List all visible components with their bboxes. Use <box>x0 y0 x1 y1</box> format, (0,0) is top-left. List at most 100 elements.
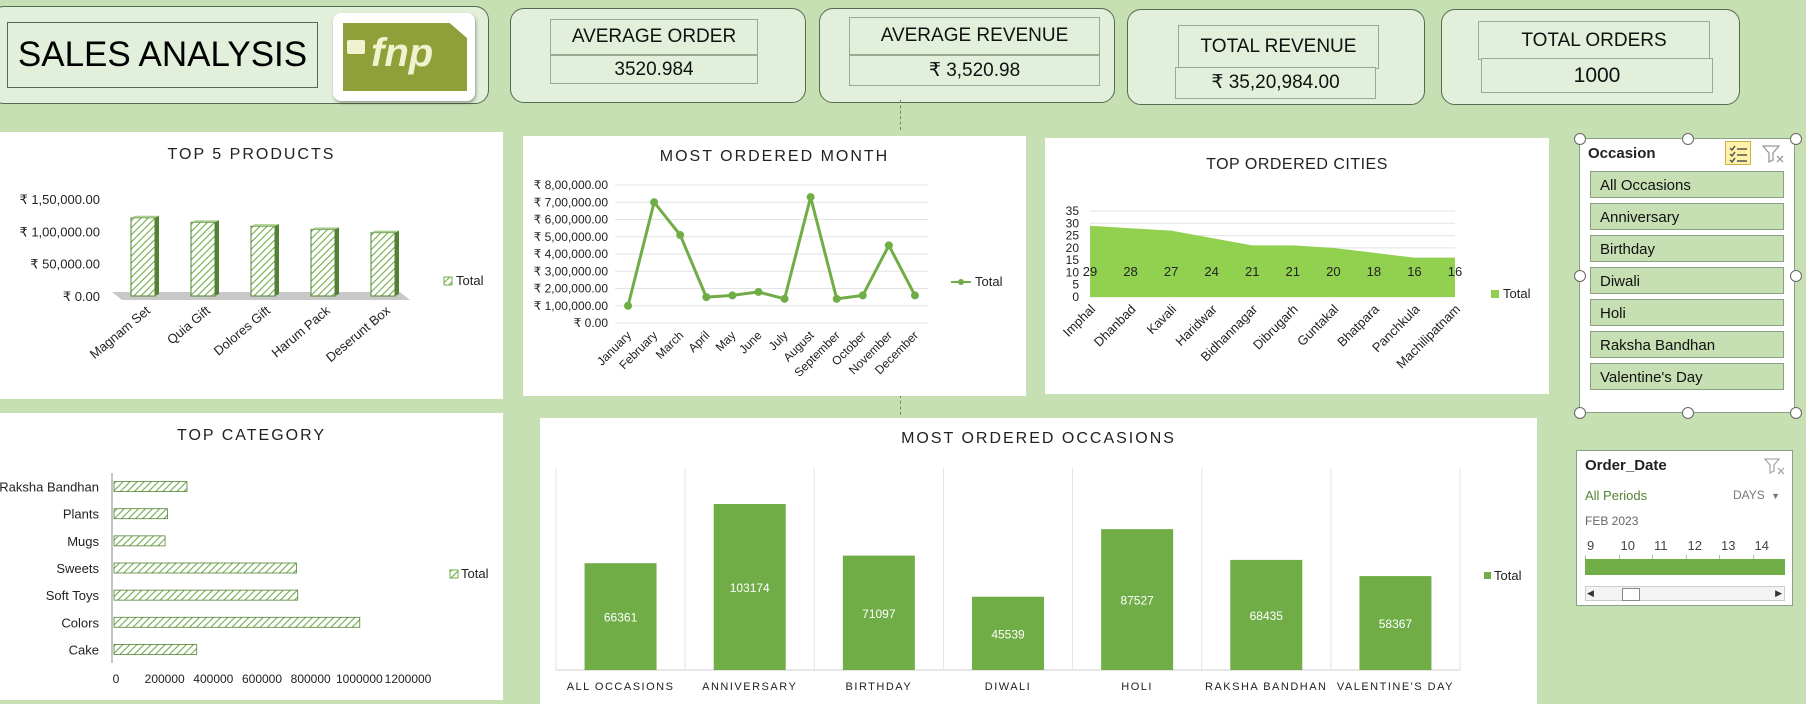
timeline-selection-bar[interactable] <box>1585 559 1785 575</box>
scroll-left-icon[interactable]: ◀ <box>1587 588 1594 598</box>
logo-text: fnp <box>371 31 434 75</box>
x-tick-label: May <box>713 328 739 354</box>
multi-select-icon[interactable] <box>1725 141 1751 165</box>
slicer-item[interactable]: Diwali <box>1590 267 1784 294</box>
month-chart: ₹ 8,00,000.00 ₹ 7,00,000.00 ₹ 6,00,000.00 ₹… <box>534 178 1003 380</box>
y-tick-label: ₹ 5,00,000.00 <box>534 230 609 244</box>
legend-swatch <box>1484 572 1491 579</box>
timeline-scrollbar[interactable]: ◀ ▶ <box>1585 586 1785 601</box>
x-tick-label: Dolores Gift <box>211 303 274 359</box>
clear-filter-icon[interactable] <box>1763 456 1787 478</box>
x-tick-label: April <box>686 328 713 355</box>
occasions-panel[interactable]: MOST ORDERED OCCASIONS 66361 ALL OCCASION… <box>540 418 1537 704</box>
slicer-item[interactable]: Anniversary <box>1590 203 1784 230</box>
category-panel[interactable]: TOP CATEGORY Raksha Bandhan Plants Mugs Swe… <box>0 413 503 700</box>
data-point <box>702 293 711 302</box>
clear-filter-icon[interactable] <box>1761 143 1785 165</box>
bar-side <box>275 224 279 296</box>
y-tick-label: ₹ 0.00 <box>574 316 609 330</box>
bar <box>842 555 915 670</box>
timeline-day[interactable]: 10 <box>1620 538 1635 553</box>
slicer-item[interactable]: Birthday <box>1590 235 1784 262</box>
kpi-value: ₹ 35,20,984.00 <box>1175 67 1376 99</box>
resize-handle[interactable] <box>1574 407 1586 419</box>
x-tick-label: RAKSHA BANDHAN <box>1205 681 1327 693</box>
slicer-item[interactable]: Raksha Bandhan <box>1590 331 1784 358</box>
bar <box>190 221 216 297</box>
fnp-logo: fnp <box>333 13 475 101</box>
data-label: 21 <box>1286 264 1300 279</box>
bar <box>113 535 166 547</box>
y-tick-label: Cake <box>69 642 99 657</box>
data-point <box>910 291 919 300</box>
kpi-label: TOTAL ORDERS <box>1478 21 1710 60</box>
occasion-slicer[interactable]: Occasion All Occasions Anniversary Birthda… <box>1574 133 1802 419</box>
x-tick-label: Magnam Set <box>87 303 153 362</box>
x-tick-label: Harum Pack <box>268 302 333 360</box>
y-tick-label: ₹ 2,00,000.00 <box>534 282 609 296</box>
timeline-day[interactable]: 12 <box>1687 538 1702 553</box>
kpi-average-order: AVERAGE ORDER 3520.984 <box>510 8 806 103</box>
bar <box>113 481 188 492</box>
y-tick-label: 30 <box>1066 216 1080 230</box>
legend-label: Total <box>1494 568 1522 583</box>
resize-handle[interactable] <box>1790 407 1802 419</box>
y-tick-label: ₹ 3,00,000.00 <box>534 264 609 278</box>
bar <box>370 232 396 297</box>
y-tick-label: ₹ 1,50,000.00 <box>19 192 100 207</box>
slicer-item[interactable]: All Occasions <box>1590 171 1784 198</box>
x-tick-label: Guntakal <box>1294 301 1341 348</box>
x-tick-label: 400000 <box>193 672 233 686</box>
resize-handle[interactable] <box>1574 270 1586 282</box>
slicer-item[interactable]: Holi <box>1590 299 1784 326</box>
x-tick-label: BIRTHDAY <box>846 681 913 693</box>
bar-top <box>191 220 219 223</box>
month-panel[interactable]: MOST ORDERED MONTH ₹ 8,00,000.00 ₹ 7,00,0… <box>523 136 1026 396</box>
y-tick-label: Raksha Bandhan <box>0 480 99 495</box>
timeline-day[interactable]: 14 <box>1754 538 1769 553</box>
bar <box>113 562 297 574</box>
y-tick-label: ₹ 4,00,000.00 <box>534 247 609 261</box>
timeline-month: FEB 2023 <box>1585 514 1639 528</box>
kpi-average-revenue: AVERAGE REVENUE ₹ 3,520.98 <box>819 8 1115 103</box>
scroll-right-icon[interactable]: ▶ <box>1775 588 1782 598</box>
bar <box>113 508 168 520</box>
slicer-item[interactable]: Valentine's Day <box>1590 363 1784 390</box>
kpi-value: ₹ 3,520.98 <box>849 55 1100 86</box>
y-tick-label: Colors <box>61 615 99 630</box>
bar-side <box>155 215 159 296</box>
y-tick-label: ₹ 1,00,000.00 <box>19 224 100 239</box>
scroll-thumb[interactable] <box>1622 588 1640 601</box>
resize-handle[interactable] <box>1790 270 1802 282</box>
order-date-timeline[interactable]: Order_Date All Periods DAYS ▼ FEB 2023 9… <box>1576 450 1793 606</box>
legend-swatch <box>1491 290 1499 298</box>
y-tick-label: Soft Toys <box>46 588 100 603</box>
timeline-day[interactable]: 13 <box>1721 538 1736 553</box>
resize-handle[interactable] <box>1790 133 1802 145</box>
x-tick-label: 1200000 <box>385 672 432 686</box>
kpi-total-orders: TOTAL ORDERS 1000 <box>1441 9 1740 105</box>
bar <box>113 589 299 601</box>
data-point <box>754 287 763 296</box>
title-box: SALES ANALYSIS <box>7 22 318 88</box>
data-label: 16 <box>1407 264 1421 279</box>
resize-handle[interactable] <box>1682 407 1694 419</box>
data-point <box>858 291 867 300</box>
cities-panel[interactable]: TOP ORDERED CITIES 35 30 25 20 15 10 5 0 29 28 27 2… <box>1045 138 1549 394</box>
kpi-total-revenue: TOTAL REVENUE ₹ 35,20,984.00 <box>1127 9 1425 105</box>
data-point <box>650 198 659 207</box>
x-tick-label: Quia Gift <box>164 303 213 348</box>
resize-handle[interactable] <box>1682 133 1694 145</box>
guide-line <box>900 395 901 415</box>
kpi-value: 1000 <box>1481 58 1713 93</box>
time-level-dropdown[interactable]: DAYS ▼ <box>1733 488 1780 502</box>
x-tick-label: June <box>736 328 765 357</box>
resize-handle[interactable] <box>1574 133 1586 145</box>
bar-side <box>395 230 399 296</box>
timeline-day[interactable]: 11 <box>1654 538 1668 553</box>
timeline-day[interactable]: 9 <box>1587 538 1595 553</box>
bar <box>1230 559 1303 670</box>
top5-panel[interactable]: TOP 5 PRODUCTS ₹ 1,50,000.00 ₹ 1,00,000.0… <box>0 132 503 399</box>
y-tick-label: Sweets <box>56 561 99 576</box>
data-point <box>832 294 841 303</box>
